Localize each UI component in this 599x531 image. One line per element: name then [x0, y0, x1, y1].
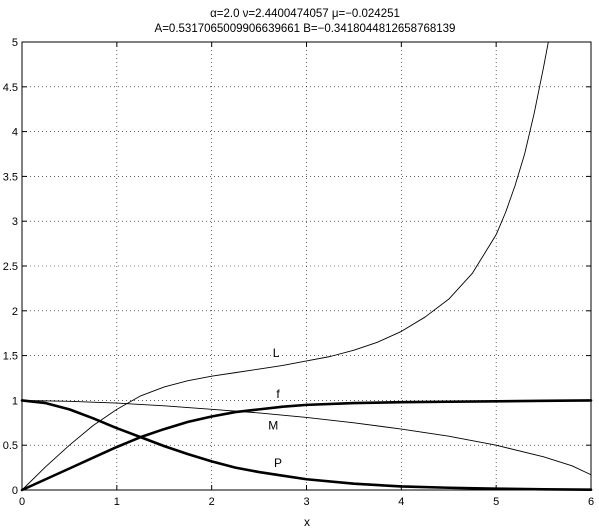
y-tick-label: 3 [12, 216, 18, 228]
chart-title-line-1: α=2.0 ν=2.4400474057 μ=−0.024251 [210, 8, 400, 20]
y-tick-label: 2 [12, 306, 18, 318]
y-tick-label: 5 [12, 37, 18, 49]
series-line-L [21, 41, 549, 491]
series-label-P: P [274, 456, 282, 470]
series-line-f [20, 399, 593, 492]
x-tick-label: 0 [19, 496, 25, 508]
series-label-M: M [268, 418, 278, 432]
y-tick-label: 1.5 [3, 351, 18, 363]
x-tick-label: 1 [114, 496, 120, 508]
ticks: 0 1 2 3 4 5 6 0 0.5 1 1.5 2 2.5 3 3.5 4 4.5 5 [3, 37, 594, 508]
y-tick-label: 4 [12, 127, 18, 139]
x-axis-label: x [304, 515, 310, 529]
series-labels: Lf M P [268, 346, 282, 470]
x-tick-label: 5 [493, 496, 499, 508]
series-line-M [21, 399, 592, 476]
y-tick-label: 0.5 [3, 440, 18, 452]
series-group [20, 41, 593, 492]
x-tick-label: 4 [398, 496, 404, 508]
y-tick-label: 2.5 [3, 261, 18, 273]
series-line-P [20, 399, 593, 491]
y-tick-label: 0 [12, 485, 18, 497]
y-tick-label: 1 [12, 395, 18, 407]
x-tick-label: 3 [303, 496, 309, 508]
chart-title-line-2: A=0.5317065009906639661 B=−0.34180448126… [155, 23, 456, 35]
series-label-L: L [273, 346, 280, 360]
x-tick-label: 2 [209, 496, 215, 508]
y-tick-label: 3.5 [3, 171, 18, 183]
y-tick-label: 4.5 [3, 82, 18, 94]
series-label-f: f [276, 387, 280, 401]
x-tick-label: 6 [588, 496, 594, 508]
grid [22, 42, 591, 490]
